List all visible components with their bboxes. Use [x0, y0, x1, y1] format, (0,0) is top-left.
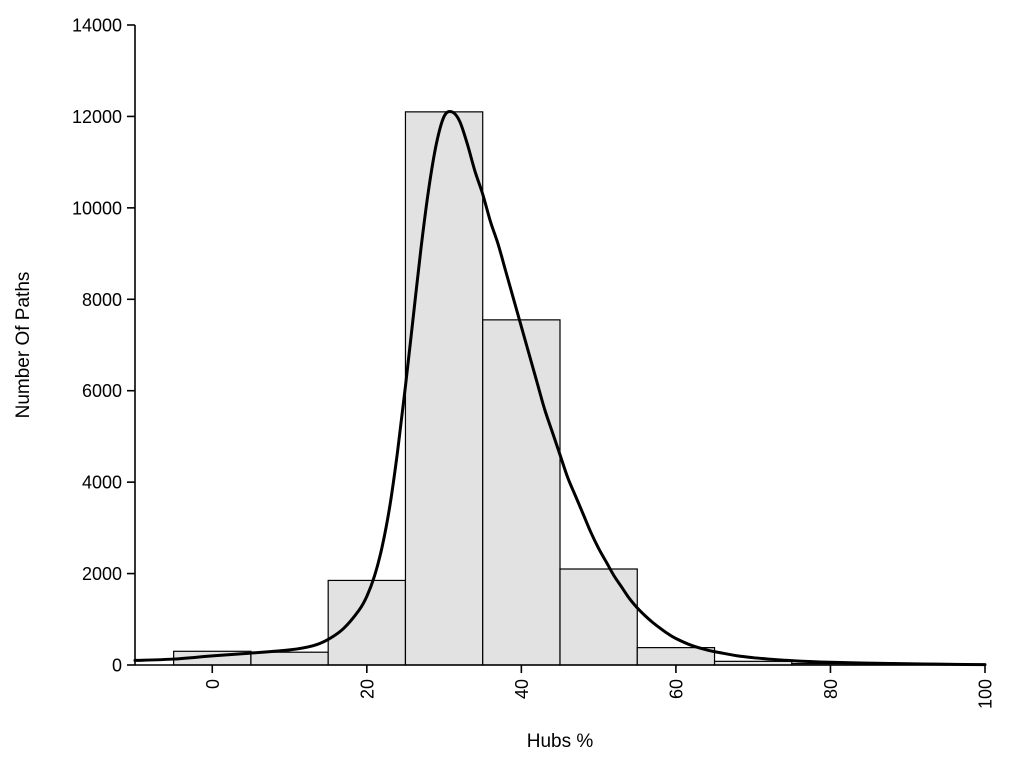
y-tick-label: 12000 — [72, 107, 122, 127]
y-tick-label: 4000 — [82, 473, 122, 493]
histogram-bar — [404, 111, 484, 666]
histogram-bar — [559, 568, 638, 666]
y-tick-label: 14000 — [72, 16, 122, 36]
histogram-bar — [482, 319, 561, 666]
y-tick-label: 10000 — [72, 198, 122, 218]
histogram-bar — [250, 651, 329, 666]
x-tick-label: 80 — [821, 679, 841, 699]
y-tick-label: 2000 — [82, 564, 122, 584]
x-tick-label: 40 — [512, 679, 532, 699]
y-axis-title: Number Of Paths — [13, 271, 34, 419]
y-tick-label: 0 — [112, 656, 122, 676]
y-tick-label: 8000 — [82, 290, 122, 310]
x-tick-label: 60 — [666, 679, 686, 699]
x-tick-label: 0 — [203, 679, 223, 689]
density-curve — [133, 110, 987, 667]
x-axis-title: Hubs % — [526, 731, 594, 752]
y-tick-label: 6000 — [82, 381, 122, 401]
x-tick-label: 100 — [976, 679, 996, 709]
x-tick-label: 20 — [357, 679, 377, 699]
